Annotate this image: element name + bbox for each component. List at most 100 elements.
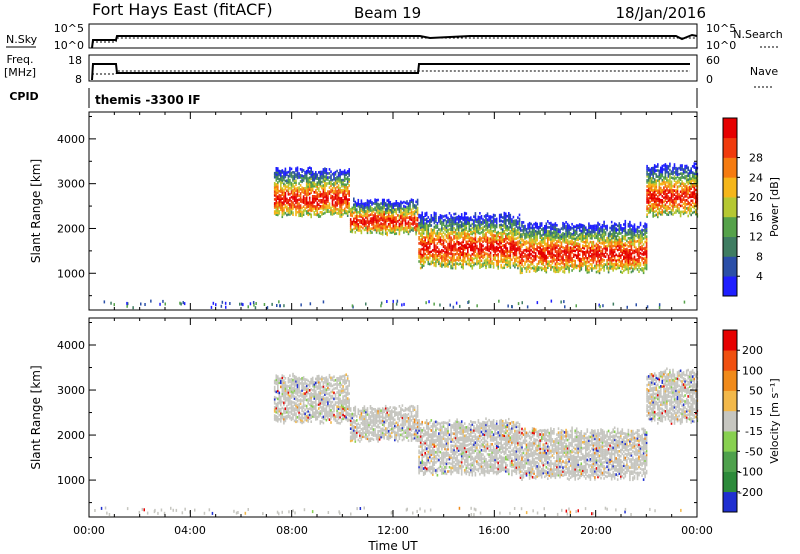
scatter-cell (334, 179, 337, 182)
scatter-cell (336, 191, 338, 195)
scatter-cell (627, 249, 630, 252)
scatter-cell (422, 258, 425, 261)
scatter-cell (569, 256, 572, 259)
scatter-cell (273, 212, 276, 215)
scatter-cell (685, 180, 688, 184)
scatter-cell (442, 241, 445, 244)
scatter-cell (479, 226, 481, 229)
scatter-cell (359, 221, 361, 224)
scatter-cell (511, 234, 513, 237)
scatter-cell (687, 200, 689, 204)
scatter-cell (498, 225, 501, 229)
scatter-cell (685, 174, 688, 178)
scatter-cell (630, 256, 633, 260)
scatter-cell (635, 264, 637, 268)
scatter-cell (544, 241, 546, 244)
scatter-cell (505, 228, 507, 232)
scatter-cell (550, 221, 552, 225)
scatter-cell (479, 218, 481, 221)
scatter-cell (377, 204, 379, 208)
scatter-cell (652, 180, 654, 184)
scatter-cell (679, 214, 682, 218)
scatter-cell (515, 257, 518, 261)
scatter-cell (505, 220, 507, 224)
scatter-cell (615, 259, 617, 263)
scatter-cell (450, 218, 452, 221)
scatter-cell (615, 263, 617, 267)
scatter-cell (381, 224, 384, 228)
scatter-cell (451, 248, 454, 252)
scatter-cell (649, 188, 651, 192)
scatter-cell (603, 236, 605, 240)
scatter-cell (415, 208, 417, 212)
scatter-cell (647, 191, 650, 194)
scatter-cell (661, 209, 664, 212)
scatter-cell (509, 258, 512, 261)
scatter-cell (372, 214, 375, 217)
scatter-cell (342, 190, 344, 194)
scatter-cell (645, 225, 648, 228)
scatter-cell (299, 198, 302, 201)
scatter-cell (557, 228, 560, 231)
scatter-cell (295, 193, 297, 197)
scatter-cell (506, 227, 509, 230)
scatter-cell (615, 267, 617, 271)
scatter-cell (313, 191, 316, 194)
scatter-cell (304, 191, 306, 194)
scatter-cell (568, 270, 570, 274)
scatter-cell (470, 254, 472, 258)
scatter-cell (459, 218, 461, 221)
scatter-cell (404, 215, 407, 219)
scatter-cell (489, 255, 492, 259)
scatter-cell (594, 250, 596, 254)
scatter-cell (392, 202, 395, 206)
scatter-cell (383, 222, 385, 226)
scatter-cell (296, 190, 299, 194)
scatter-cell (598, 259, 601, 263)
scatter-cell (508, 214, 510, 217)
scatter-cell (482, 220, 484, 223)
scatter-cell (433, 256, 436, 259)
scatter-cell (327, 208, 329, 211)
scatter-cell (387, 208, 390, 212)
scatter-cell (681, 174, 683, 177)
scatter-cell (342, 172, 344, 176)
scatter-cell (514, 223, 516, 227)
scatter-cell (595, 254, 598, 258)
scatter-cell (638, 270, 640, 273)
scatter-cell (548, 262, 551, 265)
scatter-cell (676, 203, 679, 207)
scatter-cell (673, 163, 676, 166)
scatter-cell (307, 193, 309, 196)
scatter-cell (333, 184, 335, 187)
scatter-cell (517, 266, 519, 270)
scatter-cell (321, 205, 323, 208)
scatter-cell (459, 232, 461, 235)
scatter-cell (447, 259, 449, 262)
scatter-cell (492, 233, 495, 237)
scatter-cell (359, 205, 361, 208)
scatter-cell (397, 228, 399, 231)
scatter-cell (525, 250, 528, 253)
scatter-cell (505, 236, 507, 240)
scatter-cell (585, 236, 587, 240)
scatter-cell (295, 211, 297, 215)
scatter-cell (310, 207, 312, 211)
scatter-cell (682, 182, 685, 185)
scatter-cell (647, 197, 650, 200)
scatter-cell (491, 230, 493, 233)
scatter-cell (488, 265, 490, 269)
scatter-cell (311, 201, 314, 204)
scatter-cell (527, 223, 529, 226)
scatter-cell (554, 230, 557, 233)
scatter-cell (413, 220, 416, 223)
scatter-cell (444, 238, 446, 242)
scatter-cell (485, 266, 487, 270)
scatter-cell (517, 226, 519, 229)
scatter-cell (438, 228, 440, 231)
scatter-cell (531, 260, 534, 264)
scatter-cell (569, 232, 572, 235)
scatter-cell (296, 210, 299, 214)
scatter-cell (638, 242, 640, 245)
scatter-cell (316, 195, 319, 199)
